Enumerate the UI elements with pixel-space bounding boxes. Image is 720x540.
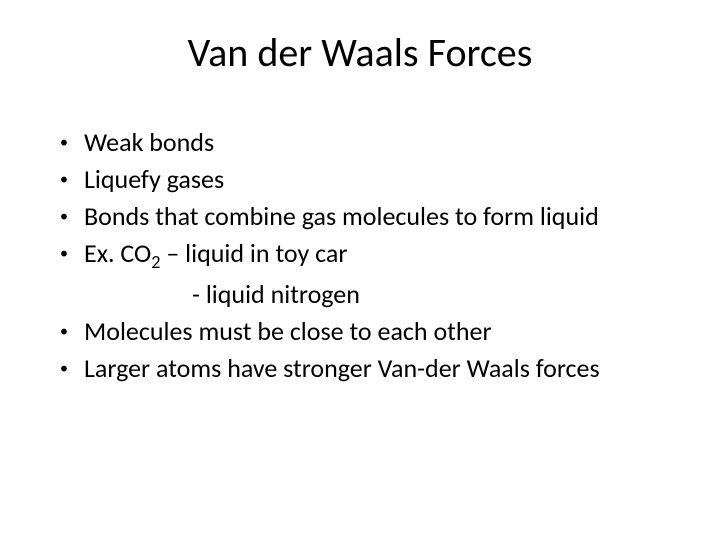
bullet-text: Liquefy gases bbox=[84, 162, 680, 197]
bullet-text: Bonds that combine gas molecules to form… bbox=[84, 199, 680, 234]
page-title: Van der Waals Forces bbox=[40, 28, 680, 77]
bullet-text: Larger atoms have stronger Van-der Waals… bbox=[84, 351, 680, 386]
bullet-icon: • bbox=[60, 162, 84, 197]
list-item: • Liquefy gases bbox=[60, 162, 680, 197]
bullet-list: • Weak bonds • Liquefy gases • Bonds tha… bbox=[40, 125, 680, 386]
bullet-icon: • bbox=[60, 199, 84, 234]
list-item: • Molecules must be close to each other bbox=[60, 314, 680, 349]
slide: Van der Waals Forces • Weak bonds • Liqu… bbox=[0, 0, 720, 540]
sub-item: - liquid nitrogen bbox=[60, 277, 680, 312]
list-item: • Ex. CO2 – liquid in toy car bbox=[60, 236, 680, 275]
bullet-icon: • bbox=[60, 125, 84, 160]
bullet-icon: • bbox=[60, 314, 84, 349]
list-item: • Weak bonds bbox=[60, 125, 680, 160]
bullet-text: Weak bonds bbox=[84, 125, 680, 160]
bullet-icon: • bbox=[60, 236, 84, 271]
bullet-icon: • bbox=[60, 351, 84, 386]
bullet-text: Ex. CO2 – liquid in toy car bbox=[84, 236, 680, 275]
list-item: • Bonds that combine gas molecules to fo… bbox=[60, 199, 680, 234]
list-item: • Larger atoms have stronger Van-der Waa… bbox=[60, 351, 680, 386]
bullet-text: Molecules must be close to each other bbox=[84, 314, 680, 349]
